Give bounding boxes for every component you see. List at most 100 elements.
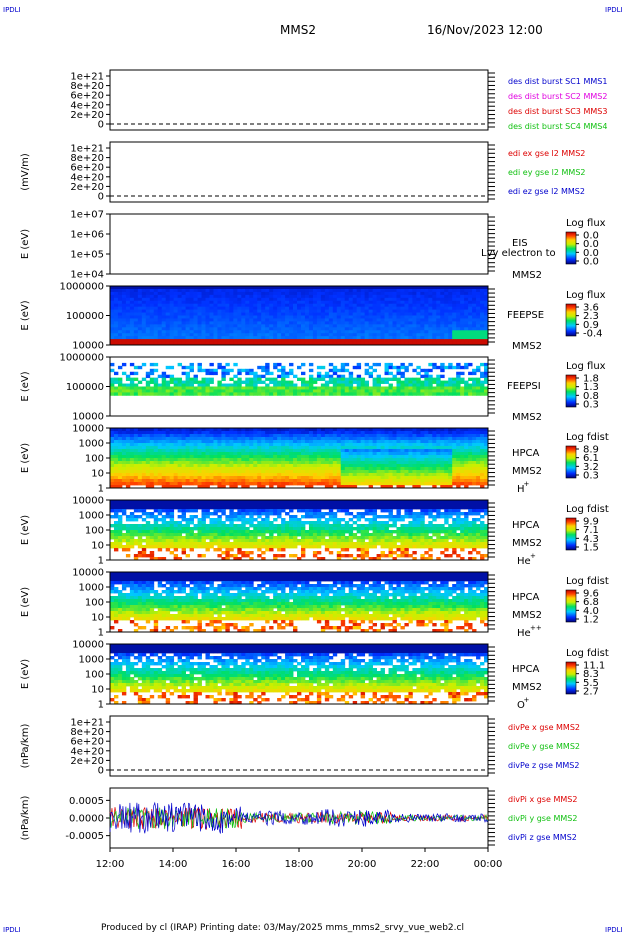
spectrogram-cell [372, 479, 377, 483]
spectrogram-cell [460, 452, 465, 456]
spectrogram-cell [364, 288, 370, 293]
spectrogram-cell [141, 464, 147, 468]
spectrogram-cell [177, 476, 183, 480]
spectrogram-cell [125, 449, 131, 453]
spectrogram-cell [121, 440, 127, 444]
spectrogram-cell [253, 321, 258, 325]
spectrogram-cell [293, 294, 298, 299]
spectrogram-cell [137, 509, 143, 513]
spectrogram-cell [432, 482, 437, 486]
spectrogram-cell [444, 473, 449, 477]
spectrogram-cell [161, 333, 167, 337]
spectrogram-cell [468, 288, 473, 293]
spectrogram-cell [173, 286, 179, 290]
spectrogram-cell [412, 339, 417, 343]
spectrogram-cell [384, 371, 389, 376]
spectrogram-cell [145, 291, 151, 296]
spectrogram-cell [324, 452, 330, 456]
spectrogram-cell [253, 431, 258, 435]
spectrogram-cell [392, 309, 397, 313]
spectrogram-cell [209, 386, 214, 390]
spectrogram-cell [185, 449, 190, 453]
spectrogram-cell [269, 461, 274, 465]
spectrogram-cell [193, 434, 198, 438]
spectrogram-cell [285, 431, 290, 435]
spectrogram-cell [233, 312, 238, 316]
spectrogram-cell [181, 291, 186, 296]
spectrogram-cell [380, 300, 385, 305]
spectrogram-cell [464, 434, 469, 438]
spectrogram-cell [213, 342, 218, 346]
spectrogram-cell [189, 476, 194, 480]
spectrogram-cell [169, 330, 175, 334]
spectrogram-cell [464, 339, 469, 343]
spectrogram-cell [129, 286, 135, 290]
spectrogram-cell [169, 506, 175, 510]
spectrogram-cell [432, 333, 437, 337]
spectrogram-cell [404, 437, 409, 441]
spectrogram-cell [412, 437, 417, 441]
spectrogram-cell [412, 485, 417, 489]
spectrogram-cell [285, 443, 290, 447]
spectrogram-cell [185, 527, 190, 531]
spectrogram-cell [265, 318, 270, 322]
spectrogram-cell [157, 312, 163, 316]
spectrogram-cell [356, 476, 362, 480]
spectrogram-cell [229, 428, 234, 432]
spectrogram-cell [165, 515, 171, 519]
spectrogram-cell [476, 342, 481, 346]
spectrogram-cell [336, 485, 342, 489]
spectrogram-cell [145, 443, 151, 447]
spectrogram-cell [117, 306, 123, 310]
spectrogram-cell [165, 309, 171, 313]
spectrogram-cell [297, 321, 302, 325]
spectrogram-cell [129, 312, 135, 316]
spectrogram-cell [480, 473, 485, 477]
spectrogram-cell [233, 336, 238, 340]
spectrogram-cell [340, 476, 346, 480]
spectrogram-cell [289, 315, 294, 319]
spectrogram-cell [297, 458, 302, 462]
spectrogram-cell [161, 377, 167, 381]
spectrogram-cell [177, 294, 183, 299]
spectrogram-cell [476, 389, 481, 393]
spectrogram-cell [348, 303, 354, 308]
spectrogram-cell [145, 458, 151, 462]
spectrogram-cell [197, 380, 202, 384]
spectrogram-cell [396, 440, 401, 444]
spectrogram-cell [456, 446, 461, 450]
spectrogram-cell [285, 437, 290, 441]
spectrogram-cell [340, 309, 346, 313]
spectrogram-cell [452, 315, 457, 319]
spectrogram-cell [456, 291, 461, 296]
spectrogram-cell [344, 330, 350, 334]
spectrogram-cell [297, 339, 302, 343]
spectrogram-cell [110, 315, 115, 319]
spectrogram-cell [312, 306, 318, 310]
spectrogram-cell [237, 312, 242, 316]
spectrogram-cell [209, 324, 214, 328]
spectrogram-cell [312, 437, 318, 441]
spectrogram-cell [332, 443, 338, 447]
spectrogram-cell [121, 330, 127, 334]
spectrogram-cell [484, 294, 489, 299]
spectrogram-cell [149, 539, 155, 543]
spectrogram-cell [189, 291, 194, 296]
spectrogram-cell [376, 473, 381, 477]
spectrogram-cell [165, 315, 171, 319]
spectrogram-cell [424, 294, 429, 299]
spectrogram-cell [241, 339, 246, 343]
spectrogram-cell [348, 306, 354, 310]
spectrogram-cell [181, 428, 186, 432]
spectrogram-cell [456, 371, 461, 376]
spectrogram-cell [265, 309, 270, 313]
spectrogram-cell [392, 294, 397, 299]
spectrogram-cell [185, 542, 190, 546]
spacecraft-label: MMS2 [512, 412, 542, 423]
spectrogram-cell [149, 291, 155, 296]
spectrogram-cell [277, 380, 282, 384]
spectrogram-cell [121, 476, 127, 480]
spectrogram-cell [316, 377, 322, 381]
spectrogram-cell [316, 473, 322, 477]
spectrogram-cell [197, 470, 202, 474]
